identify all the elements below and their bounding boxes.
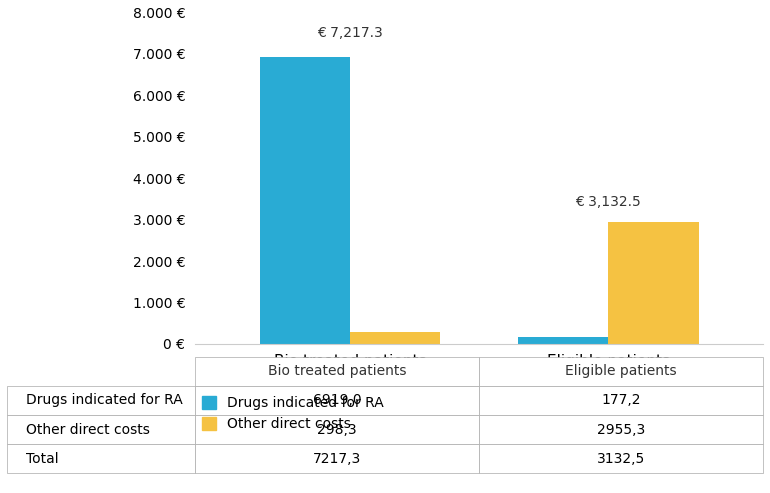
Bar — [350, 332, 440, 344]
Bar — [259, 57, 350, 344]
Text: € 3,132.5: € 3,132.5 — [575, 195, 641, 209]
Text: € 7,217.3: € 7,217.3 — [317, 26, 383, 40]
Bar — [608, 221, 698, 344]
Bar — [517, 337, 608, 344]
Legend: Drugs indicated for RA, Other direct costs: Drugs indicated for RA, Other direct cos… — [196, 390, 389, 437]
